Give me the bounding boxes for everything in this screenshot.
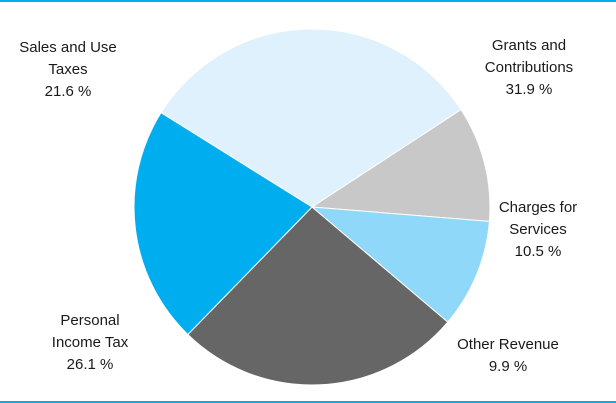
pie-slice-1 — [160, 28, 462, 208]
pie-slice-2 — [310, 108, 491, 222]
slice-label-line: Sales and Use — [19, 39, 117, 56]
top-rule — [0, 0, 616, 2]
slice-percent: 9.9 % — [489, 358, 527, 375]
slice-label-line: Charges for — [499, 199, 577, 216]
pie-labels: Grants and Contributions 31.9 % Charges for… — [19, 37, 577, 375]
pie-slice-4 — [187, 206, 449, 386]
slice-label-line: Grants and — [492, 37, 566, 54]
slice-percent: 31.9 % — [506, 81, 553, 98]
slice-label-3: Other Revenue 9.9 % — [457, 336, 559, 375]
slice-label-line: Contributions — [485, 59, 573, 76]
pie-slices — [133, 28, 491, 386]
slice-percent: 21.6 % — [45, 83, 92, 100]
slice-percent: 10.5 % — [515, 243, 562, 260]
slice-label-line: Taxes — [48, 61, 87, 78]
pie-slice-3 — [310, 206, 490, 323]
slice-label-line: Income Tax — [52, 334, 129, 351]
slice-label-line: Other Revenue — [457, 336, 559, 353]
bottom-rule — [0, 401, 616, 403]
slice-label-2: Charges for Services 10.5 % — [499, 199, 577, 260]
slice-label-line: Personal — [60, 312, 119, 329]
slice-percent: 26.1 % — [67, 356, 114, 373]
slice-label-line: Services — [509, 221, 567, 238]
slice-label-5: Sales and Use Taxes 21.6 % — [19, 39, 117, 100]
pie-slice-5 — [133, 111, 313, 336]
slice-label-1: Grants and Contributions 31.9 % — [485, 37, 573, 98]
slice-label-4: Personal Income Tax 26.1 % — [52, 312, 129, 373]
